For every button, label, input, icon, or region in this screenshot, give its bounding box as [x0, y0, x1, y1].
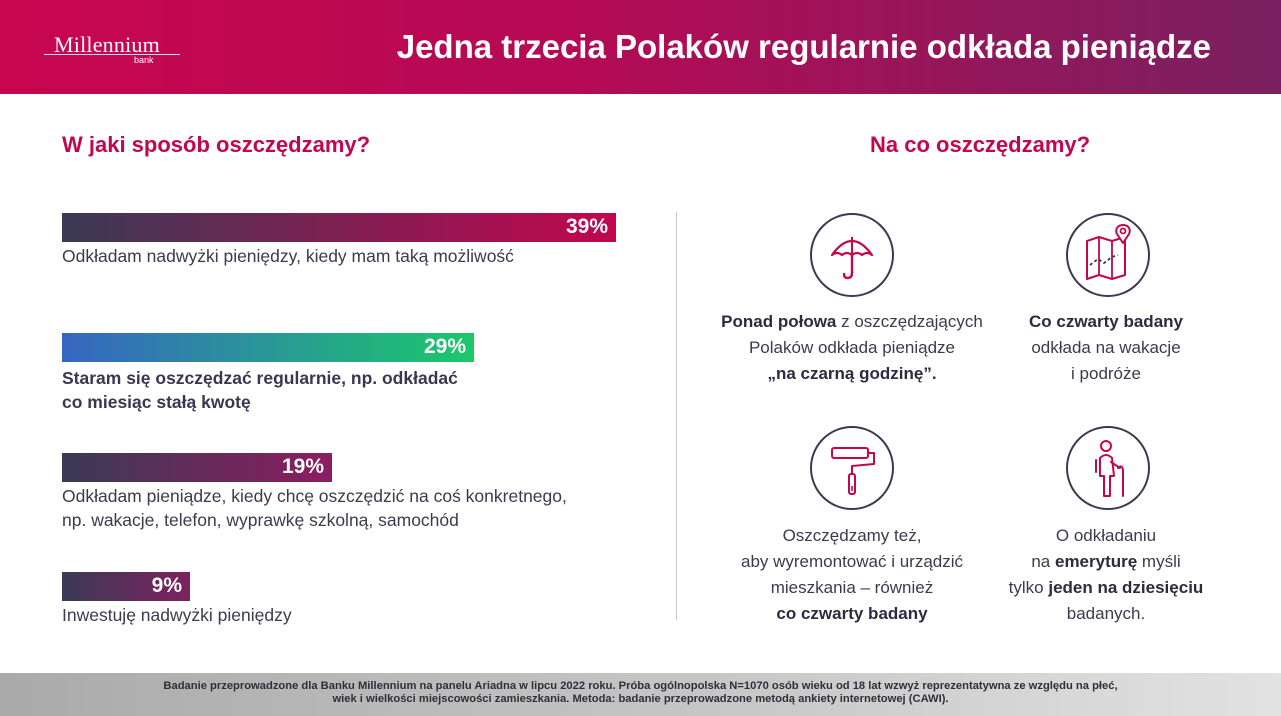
bar-caption-line: Odkładam pieniądze, kiedy chcę oszczędzi… [62, 486, 567, 506]
description-fragment: badanych. [1066, 604, 1146, 623]
footer-text: Badanie przeprowadzone dla Banku Millenn… [0, 680, 1281, 706]
page-title: Jedna trzecia Polaków regularnie odkłada… [396, 28, 1211, 65]
bar-29: 29% [62, 333, 474, 362]
bar-value-label: 9% [151, 574, 182, 597]
stat-description-rainy-day: Ponad połowa z oszczędzających Polaków od… [702, 309, 1002, 387]
logo-wordmark: Millennium [54, 32, 160, 57]
stat-description-renovation: Oszczędzamy też, aby wyremontować i urząd… [702, 523, 1002, 627]
description-fragment: Co czwarty badany [1029, 312, 1183, 331]
header-banner: Millennium bank Jedna trzecia Polaków re… [0, 0, 1281, 94]
description-fragment: emeryturę [1054, 552, 1138, 571]
description-fragment: co czwarty badany [776, 604, 928, 623]
bar-caption: Inwestuję nadwyżki pieniędzy [62, 603, 292, 627]
logo-underline [44, 54, 180, 55]
description-fragment: Polaków odkłada pieniądze [748, 338, 956, 357]
bar-caption: Odkładam pieniądze, kiedy chcę oszczędzi… [62, 484, 567, 532]
footer-line: wiek i wielkości miejscowości zamieszkan… [332, 693, 949, 705]
bar-caption-line: co miesiąc stałą kwotę [62, 392, 251, 412]
millennium-logo[interactable]: Millennium bank [44, 32, 184, 72]
bar-value-label: 39% [565, 215, 608, 238]
umbrella-icon [810, 213, 894, 297]
column-divider [676, 212, 677, 620]
description-fragment: Ponad połowa [721, 312, 837, 331]
description-fragment: tylko [1008, 578, 1049, 597]
bar-value-label: 29% [423, 335, 466, 358]
description-fragment: mieszkania – również [770, 578, 934, 597]
description-fragment: z oszczędzających [836, 312, 983, 331]
senior-person-icon [1066, 426, 1150, 510]
bar-caption-line: Odkładam nadwyżki pieniędzy, kiedy mam t… [62, 246, 514, 266]
paint-roller-icon [810, 426, 894, 510]
description-fragment: aby wyremontować i urządzić [740, 552, 964, 571]
description-fragment: odkłada na wakacje [1031, 338, 1181, 357]
bar-39: 39% [62, 213, 616, 242]
bar-caption: Odkładam nadwyżki pieniędzy, kiedy mam t… [62, 244, 514, 268]
description-fragment: O odkładaniu [1055, 526, 1157, 545]
bar-9: 9% [62, 572, 190, 601]
right-section-title: Na co oszczędzamy? [870, 132, 1091, 157]
description-fragment: myśli [1137, 552, 1181, 571]
description-fragment: „na czarną godzinę”. [767, 364, 937, 383]
bar-caption-line: Inwestuję nadwyżki pieniędzy [62, 605, 292, 625]
bar-19: 19% [62, 453, 332, 482]
description-fragment: i podróże [1071, 364, 1141, 383]
logo-subtext: bank [134, 55, 154, 65]
stat-description-retirement: O odkładaniu na emeryturę myśli tylko jede… [1006, 523, 1206, 627]
bar-caption: Staram się oszczędzać regularnie, np. od… [62, 366, 458, 414]
footer-note: Badanie przeprowadzone dla Banku Millenn… [0, 673, 1281, 716]
description-fragment: na [1031, 552, 1055, 571]
description-fragment: Oszczędzamy też, [782, 526, 922, 545]
bar-value-label: 19% [281, 455, 324, 478]
description-fragment: jeden na dziesięciu [1048, 578, 1204, 597]
left-section-title: W jaki sposób oszczędzamy? [62, 132, 371, 157]
stat-description-holidays: Co czwarty badany odkłada na wakacje i pod… [1006, 309, 1206, 387]
bar-caption-line: Staram się oszczędzać regularnie, np. od… [62, 368, 458, 388]
bar-caption-line: np. wakacje, telefon, wyprawkę szkolną, … [62, 510, 459, 530]
footer-line: Badanie przeprowadzone dla Banku Millenn… [163, 680, 1118, 692]
map-pin-icon [1066, 213, 1150, 297]
